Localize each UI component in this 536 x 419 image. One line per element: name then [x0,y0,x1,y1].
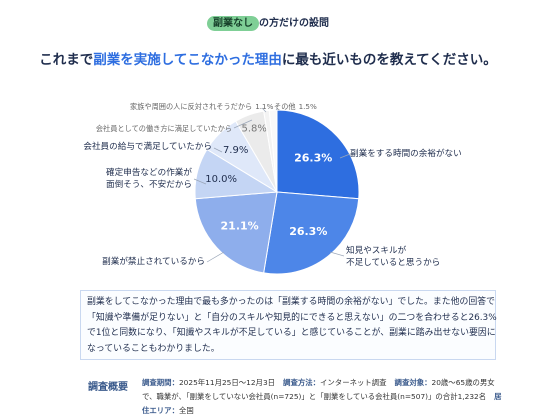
category-label: 家族や周囲の人に反対されそうだから 1.1% [130,102,274,111]
badge-row: 副業なし の方だけの設問 [0,14,536,31]
survey-item-value: インターネット調査 [320,378,387,387]
value-label: 5.8% [242,124,267,135]
leader-line [233,119,253,129]
leader-line [213,147,223,153]
leader-line [193,178,207,185]
survey-item-label: 調査対象： [394,378,432,387]
survey-item-value: 全国 [178,406,194,415]
survey-item-label: 調査方法： [283,378,321,387]
description-line: 副業をしてこなかった理由で最も多かったのは「副業する時間の余裕がない」でした。ま… [87,297,495,307]
description-line: で1位と同数になり、「知識やスキルが不足している」と感じていることが、副業に踏み… [87,328,496,338]
title-text: これまで [39,52,94,68]
description-line: 「知識や準備が足りない」と「自分のスキルや知見的にできると思えない」の二つを合わ… [87,312,497,323]
leader-line [275,107,279,111]
pie-slice [194,191,278,274]
survey-title: 調査概要 [88,382,128,393]
category-label: その他 1.5% [274,102,317,111]
survey-item-value: 2025年11月25日〜12月3日 [178,378,276,387]
leader-line [339,153,351,159]
value-label: 10.0% [205,174,237,185]
value-label: 21.1% [221,219,259,232]
value-label: 26.3% [289,225,327,238]
category-label: 確定申告などの作業が 面倒そう、不安だから [106,168,192,190]
leader-line [261,107,267,113]
title-text: に最も近いものを教えてください。 [281,52,497,68]
leader-line [206,251,225,263]
badge-suffix: の方だけの設問 [259,18,329,29]
pie-slice [268,109,278,193]
value-label: 7.9% [223,145,248,156]
survey: 調査概要 調査期間：2025年11月25日〜12月3日 調査方法：インターネット調… [80,372,510,415]
survey-item-label: 調査期間： [142,378,179,387]
category-label: 副業が禁止されているから [102,257,205,267]
value-label: 26.3% [294,152,332,165]
category-label: 副業をする時間の余裕がない [350,149,462,159]
badge: 副業なし [207,16,259,31]
title-highlight: 副業を実施してこなかった理由 [93,52,282,68]
category-label: 知見やスキルが 不足していると思うから [346,246,441,268]
title: これまで副業を実施してこなかった理由に最も近いものを教えてください。 [0,48,536,68]
category-label: 会社員の給与で満足していたから [83,142,212,152]
survey-items: 調査期間：2025年11月25日〜12月3日 調査方法：インターネット調査 調査対象… [142,376,507,418]
pie-slice [263,191,360,275]
pie-slice [276,109,360,200]
category-label: 会社員としての働き方に満足していたから [95,124,232,133]
survey-item-label: 居住エリア： [142,392,502,415]
description-box: 副業をしてこなかった理由で最も多かったのは「副業する時間の余裕がない」でした。ま… [80,290,497,360]
survey-item-value: 20歳〜65歳の男女で、職業が、「副業をしていない会社員(n=725)」と「副業… [142,378,495,401]
value-label: 1.1% [255,102,274,111]
description-line: なっていることもわかりました。 [87,343,220,354]
leader-line [329,251,345,257]
value-label: 1.5% [298,102,317,111]
